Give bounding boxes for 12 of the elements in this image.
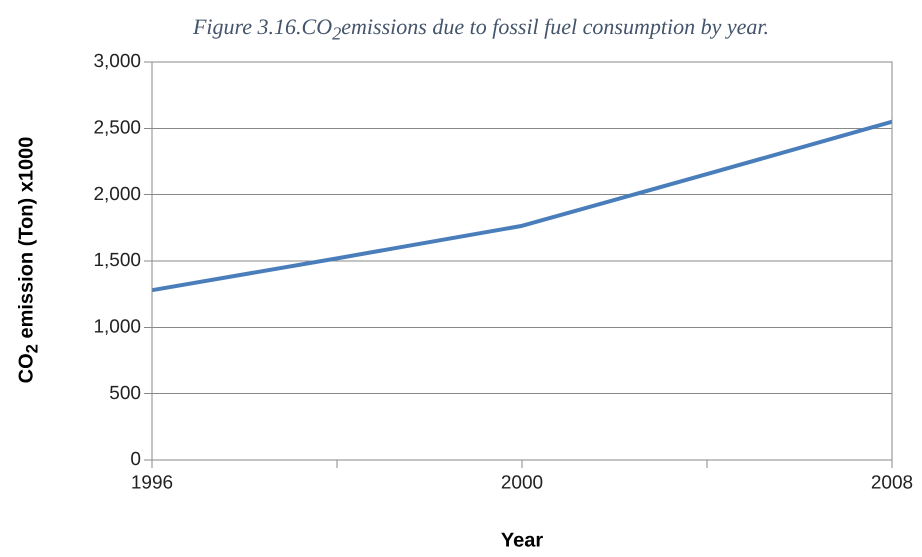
y-tick-label: 3,000 [93, 51, 141, 72]
y-tick-label: 1,000 [93, 316, 141, 338]
x-axis-title: Year [500, 530, 544, 552]
y-tick-label: 0 [130, 449, 141, 470]
chart-title: Figure 3.16.CO$_{2}$emissions due to fossil fuel consumption by year. [192, 14, 770, 44]
x-tick-label: 2000 [500, 472, 544, 494]
x-tick-label: 1996 [130, 472, 174, 494]
y-tick-label: 500 [109, 382, 141, 404]
y-tick-label: 1,500 [93, 250, 141, 272]
y-tick-label: 2,000 [93, 184, 141, 205]
x-tick-label: 2008 [870, 472, 914, 494]
y-tick-label: 2,500 [93, 118, 141, 139]
